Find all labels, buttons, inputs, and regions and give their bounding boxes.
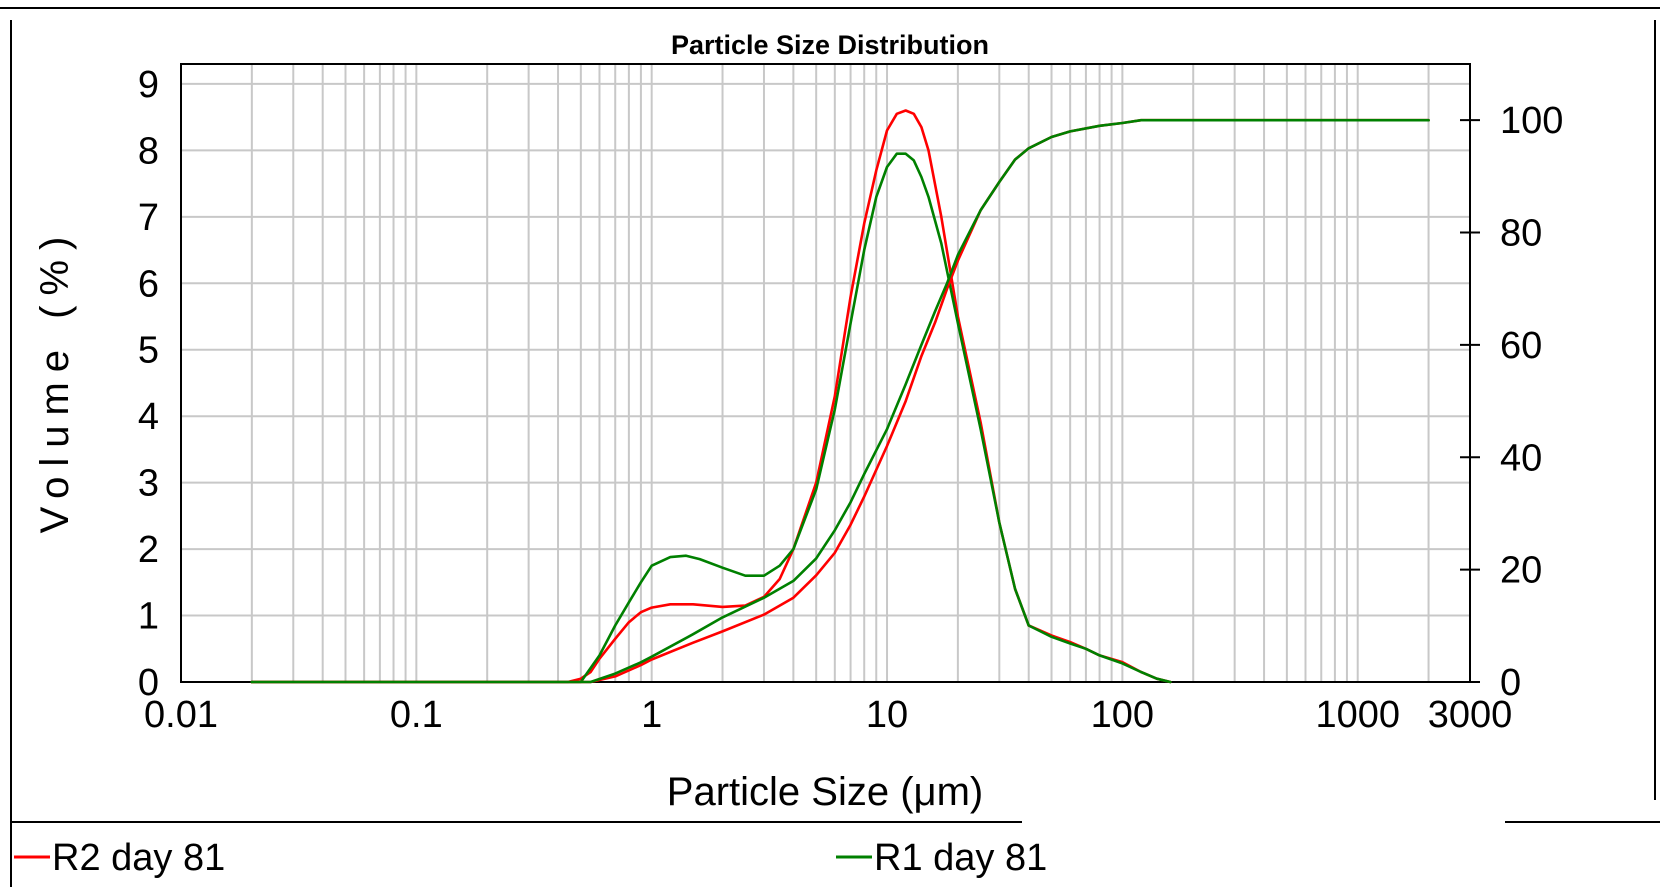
y-tick-label: 1 bbox=[138, 596, 159, 638]
y-tick-label: 4 bbox=[138, 396, 159, 438]
x-tick-label: 0.1 bbox=[390, 694, 443, 736]
y2-tick-label: 40 bbox=[1500, 437, 1542, 479]
x-axis-label: Particle Size (μm) bbox=[667, 770, 983, 814]
series-line-frequency-r1-day-81 bbox=[250, 152, 1172, 684]
x-tick-label: 10 bbox=[866, 694, 908, 736]
tick-labels: 0.01 0.1 1 10 100 1000 30000123456789020406080… bbox=[138, 64, 1564, 736]
series-line-cumulative-r2-day-81 bbox=[250, 118, 1430, 684]
y2-tick-label: 100 bbox=[1500, 100, 1563, 142]
grid bbox=[181, 64, 1471, 682]
series-line-cumulative-r1-day-81 bbox=[250, 118, 1430, 684]
x-tick-label: 1000 bbox=[1315, 694, 1400, 736]
plot-frame bbox=[180, 63, 1471, 683]
chart-title: Particle Size Distribution bbox=[671, 30, 989, 60]
y-tick-label: 9 bbox=[138, 64, 159, 106]
y-tick-label: 3 bbox=[138, 463, 159, 505]
x-tick-label: 3000 bbox=[1428, 694, 1513, 736]
x-tick-label: 0.01 bbox=[144, 694, 218, 736]
y-tick-label: 8 bbox=[138, 130, 159, 172]
legend: R2 day 81 R1 day 81 bbox=[14, 837, 1047, 879]
y-tick-label: 6 bbox=[138, 263, 159, 305]
y2-tick-label: 80 bbox=[1500, 213, 1542, 255]
y-tick-label: 2 bbox=[138, 529, 159, 571]
y2-tick-label: 60 bbox=[1500, 325, 1542, 367]
y-tick-label: 5 bbox=[138, 330, 159, 372]
y2-tick-label: 0 bbox=[1500, 662, 1521, 704]
legend-label: R2 day 81 bbox=[52, 837, 225, 879]
y-axis-label: Volume (%) bbox=[33, 227, 77, 534]
y-tick-label: 0 bbox=[138, 662, 159, 704]
axes bbox=[180, 63, 1480, 683]
y-tick-label: 7 bbox=[138, 197, 159, 239]
series-layer bbox=[250, 109, 1430, 684]
legend-label: R1 day 81 bbox=[874, 837, 1047, 879]
series-line-frequency-r2-day-81 bbox=[250, 109, 1172, 684]
x-tick-label: 100 bbox=[1091, 694, 1154, 736]
y2-tick-label: 20 bbox=[1500, 550, 1542, 592]
x-tick-label: 1 bbox=[641, 694, 662, 736]
